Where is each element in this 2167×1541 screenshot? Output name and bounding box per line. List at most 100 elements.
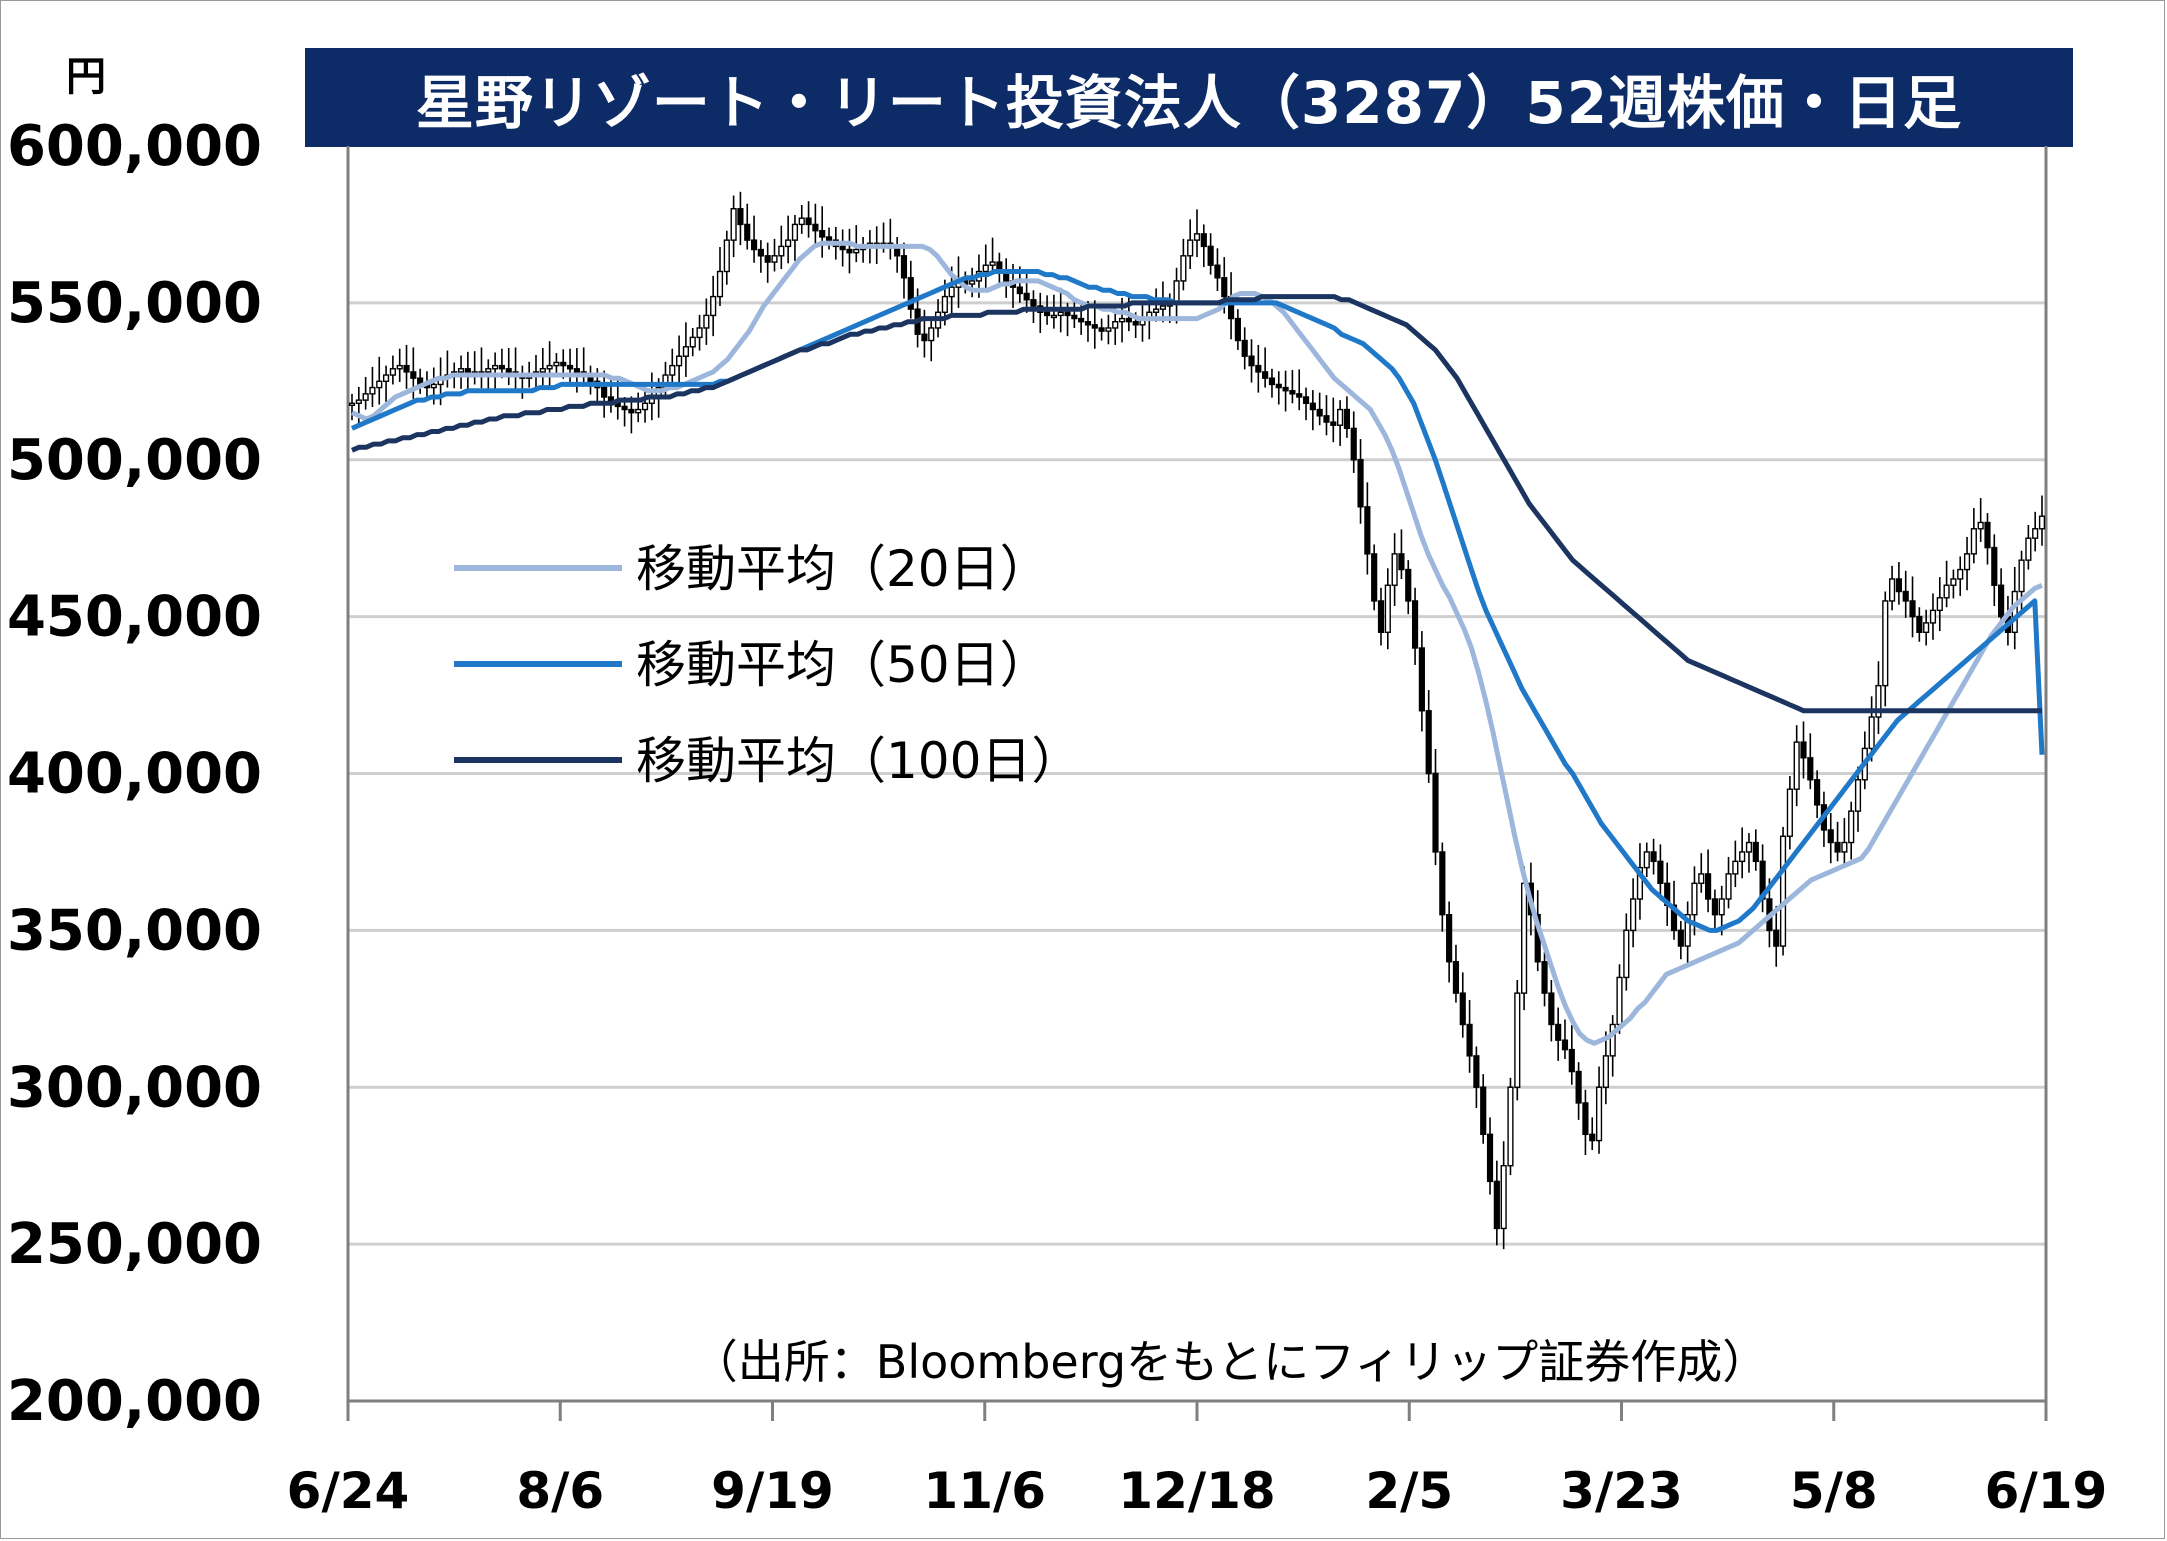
candle-body bbox=[635, 408, 642, 414]
candle-body bbox=[703, 314, 710, 329]
candle-body bbox=[1521, 882, 1528, 994]
candle-body bbox=[1439, 851, 1446, 916]
candle-body bbox=[1752, 841, 1759, 863]
candle-body bbox=[1541, 961, 1548, 994]
candle-body bbox=[1657, 860, 1664, 885]
candle-body bbox=[1214, 264, 1221, 279]
candle-body bbox=[785, 239, 792, 248]
source-note: （出所：Bloombergをもとにフィリップ証券作成） bbox=[692, 1335, 1768, 1389]
axes bbox=[346, 146, 2048, 1421]
candle-body bbox=[1446, 913, 1453, 963]
candle-body bbox=[1357, 459, 1364, 508]
candle-body bbox=[1970, 528, 1977, 555]
candle-body bbox=[928, 327, 935, 342]
candle-body bbox=[389, 368, 396, 376]
x-tick-label: 9/19 bbox=[711, 1462, 834, 1520]
candle-body bbox=[1057, 311, 1064, 317]
candle-body bbox=[628, 408, 635, 414]
candle-body bbox=[1377, 600, 1385, 634]
candle-body bbox=[1848, 810, 1855, 844]
candle-body bbox=[621, 405, 628, 411]
candle-body bbox=[1616, 976, 1623, 1026]
candle-body bbox=[846, 248, 853, 254]
candle-body bbox=[546, 364, 553, 370]
candle-body bbox=[396, 364, 403, 370]
candle-body bbox=[1568, 1048, 1575, 1073]
candle-body bbox=[1609, 1023, 1616, 1057]
candle-body bbox=[1868, 716, 1875, 750]
y-tick-label: 450,000 bbox=[7, 585, 262, 650]
candle-body bbox=[641, 402, 649, 411]
candle-body bbox=[1636, 866, 1644, 900]
x-tick-label: 3/23 bbox=[1560, 1462, 1683, 1520]
candle-body bbox=[1248, 355, 1255, 367]
y-unit-label: 円 bbox=[66, 54, 106, 100]
candle-body bbox=[485, 368, 492, 373]
candle-body bbox=[376, 380, 383, 389]
candle-body bbox=[1071, 314, 1078, 320]
candlesticks bbox=[348, 191, 2046, 1250]
candle-body bbox=[1105, 327, 1112, 332]
x-tick-label: 6/19 bbox=[1985, 1462, 2108, 1520]
candle-body bbox=[757, 248, 764, 257]
y-tick-label: 600,000 bbox=[7, 114, 262, 179]
candle-body bbox=[676, 355, 683, 367]
candle-body bbox=[710, 295, 717, 317]
candle-body bbox=[1745, 841, 1753, 853]
candle-body bbox=[1841, 841, 1848, 853]
candle-body bbox=[1289, 390, 1296, 395]
candle-body bbox=[1486, 1133, 1494, 1183]
candle-body bbox=[1084, 321, 1092, 326]
candle-body bbox=[825, 236, 833, 241]
candle-body bbox=[689, 336, 696, 348]
candle-body bbox=[1112, 321, 1119, 329]
candle-body bbox=[1030, 299, 1037, 307]
candle-body bbox=[1187, 239, 1194, 257]
candle-body bbox=[1159, 305, 1167, 310]
candle-body bbox=[1118, 317, 1126, 323]
candle-body bbox=[403, 364, 410, 373]
y-tick-label: 400,000 bbox=[7, 742, 262, 807]
candle-body bbox=[1602, 1055, 1609, 1088]
candle-body bbox=[1800, 741, 1807, 759]
candle-body bbox=[355, 399, 362, 404]
candle-body bbox=[989, 261, 996, 266]
candle-body bbox=[1929, 609, 1937, 624]
x-tick-label: 5/8 bbox=[1790, 1462, 1878, 1520]
candle-body bbox=[1371, 553, 1378, 602]
candle-body bbox=[2025, 537, 2032, 561]
candle-body bbox=[1507, 1086, 1514, 1167]
candle-body bbox=[573, 368, 580, 373]
candle-body bbox=[1834, 841, 1841, 853]
candle-body bbox=[1575, 1070, 1582, 1104]
candle-body bbox=[566, 364, 574, 370]
candle-body bbox=[1078, 317, 1085, 323]
x-tick-labels: 6/24 8/6 9/19 11/6 12/18 2/5 3/23 5/8 6/19 bbox=[287, 1401, 2108, 1520]
candle-body bbox=[669, 364, 676, 376]
candle-body bbox=[362, 393, 369, 401]
candle-body bbox=[1343, 408, 1351, 430]
y-tick-label: 250,000 bbox=[7, 1212, 262, 1277]
candle-body bbox=[1589, 1133, 1596, 1142]
candle-body bbox=[1779, 835, 1787, 947]
candle-body bbox=[1698, 873, 1705, 885]
candle-body bbox=[1711, 898, 1718, 916]
candle-body bbox=[1200, 233, 1207, 248]
candle-body bbox=[1500, 1164, 1507, 1230]
y-tick-labels: 600,000 550,000 500,000 450,000 400,000 350,0… bbox=[7, 114, 262, 1434]
candle-body bbox=[1425, 710, 1432, 775]
candle-body bbox=[812, 223, 819, 232]
y-tick-label: 300,000 bbox=[7, 1055, 262, 1120]
candle-body bbox=[819, 230, 826, 238]
candle-body bbox=[1153, 308, 1160, 313]
candle-body bbox=[505, 368, 512, 373]
candle-body bbox=[1432, 772, 1439, 853]
candle-body bbox=[1398, 553, 1405, 571]
candle-body bbox=[771, 255, 778, 263]
candle-body bbox=[682, 346, 689, 357]
legend-label-ma20: 移動平均（20日） bbox=[636, 540, 1050, 598]
candle-body bbox=[1923, 622, 1930, 634]
candle-body bbox=[1064, 311, 1071, 317]
candle-body bbox=[382, 374, 390, 383]
candle-body bbox=[1255, 364, 1262, 373]
